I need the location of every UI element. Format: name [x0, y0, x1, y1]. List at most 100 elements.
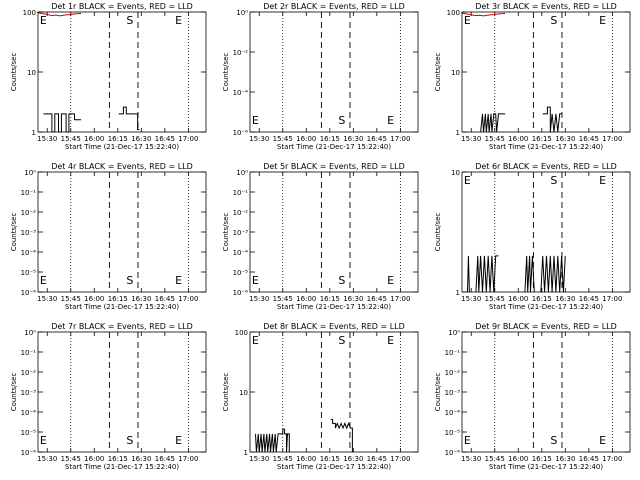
- marker-s: S: [126, 274, 133, 287]
- y-tick-label: 10⁻³: [21, 229, 37, 237]
- x-tick-label: 16:45: [155, 455, 175, 463]
- y-tick-label: 10⁻¹: [21, 349, 37, 357]
- marker-s: S: [126, 434, 133, 447]
- panel-title: Det 5r BLACK = Events, RED = LLD: [263, 162, 405, 171]
- x-tick-label: 17:00: [178, 455, 198, 463]
- marker-e: E: [387, 114, 394, 127]
- y-tick-label: 10⁰: [24, 169, 36, 177]
- panel-2: Det 2r BLACK = Events, RED = LLD 15:30 15:…: [222, 2, 419, 151]
- x-tick-label: 15:30: [249, 135, 269, 143]
- plot-frame: [249, 11, 419, 133]
- y-tick-label: 10⁻⁶: [233, 129, 249, 137]
- y-tick-label: 10⁻⁴: [21, 409, 37, 417]
- panel-4: Det 4r BLACK = Events, RED = LLD 15:30 15:…: [10, 162, 207, 311]
- x-tick-label: 15:30: [249, 295, 269, 303]
- marker-s: S: [338, 274, 345, 287]
- y-tick-label: 10⁻⁴: [233, 249, 249, 257]
- marker-s: S: [550, 434, 557, 447]
- x-tick-label: 17:00: [390, 135, 410, 143]
- x-tick-label: 16:45: [155, 135, 175, 143]
- y-tick-label: 10⁰: [24, 329, 36, 337]
- lld-series: [460, 12, 506, 17]
- y-tick-label: 10⁻³: [21, 389, 37, 397]
- x-axis-label: Start Time (21-Dec-17 15:22:40): [489, 303, 603, 311]
- panel-title: Det 1r BLACK = Events, RED = LLD: [51, 2, 193, 11]
- y-tick-label: 10⁻⁴: [21, 249, 37, 257]
- marker-e: E: [387, 274, 394, 287]
- y-axis-label: Counts/sec: [10, 373, 18, 412]
- marker-e: E: [252, 274, 259, 287]
- x-tick-label: 17:00: [602, 455, 622, 463]
- x-tick-label: 17:00: [390, 295, 410, 303]
- x-tick-label: 16:15: [320, 135, 340, 143]
- x-axis-label: Start Time (21-Dec-17 15:22:40): [489, 463, 603, 471]
- x-tick-label: 16:00: [296, 135, 316, 143]
- x-tick-label: 16:00: [508, 455, 528, 463]
- x-tick-label: 15:30: [461, 455, 481, 463]
- x-tick-label: 16:00: [296, 455, 316, 463]
- x-tick-label: 16:15: [320, 455, 340, 463]
- y-axis-label: Counts/sec: [10, 53, 18, 92]
- plot-frame: [461, 171, 631, 293]
- panel-9: Det 9r BLACK = Events, RED = LLD 15:30 15:…: [434, 322, 631, 471]
- x-tick-label: 16:30: [343, 295, 363, 303]
- x-axis-label: Start Time (21-Dec-17 15:22:40): [277, 303, 391, 311]
- y-tick-label: 10⁰: [448, 329, 460, 337]
- events-series: [542, 106, 562, 133]
- y-axis-label: Counts/sec: [222, 53, 230, 92]
- marker-e: E: [464, 14, 471, 27]
- x-tick-label: 15:30: [461, 135, 481, 143]
- x-axis-label: Start Time (21-Dec-17 15:22:40): [489, 143, 603, 151]
- y-tick-label: 10: [27, 69, 36, 77]
- x-tick-label: 16:30: [343, 455, 363, 463]
- y-tick-label: 10⁻¹: [445, 349, 461, 357]
- marker-s: S: [550, 14, 557, 27]
- marker-e: E: [599, 14, 606, 27]
- x-tick-label: 16:45: [579, 295, 599, 303]
- x-tick-label: 16:15: [320, 295, 340, 303]
- y-tick-label: 10⁻⁶: [233, 289, 249, 297]
- marker-e: E: [599, 434, 606, 447]
- y-axis-label: Counts/sec: [10, 213, 18, 252]
- panel-3: Det 3r BLACK = Events, RED = LLD 15:30 15:…: [434, 2, 631, 151]
- x-tick-label: 15:45: [273, 295, 293, 303]
- x-tick-label: 16:00: [296, 295, 316, 303]
- x-axis-label: Start Time (21-Dec-17 15:22:40): [65, 303, 179, 311]
- x-tick-label: 16:45: [367, 295, 387, 303]
- x-tick-label: 16:00: [508, 135, 528, 143]
- events-series: [524, 255, 535, 293]
- y-tick-label: 10⁻⁶: [445, 449, 461, 457]
- x-tick-label: 16:15: [108, 135, 128, 143]
- x-tick-label: 16:45: [155, 295, 175, 303]
- x-tick-label: 15:45: [273, 135, 293, 143]
- marker-e: E: [175, 274, 182, 287]
- y-tick-label: 10⁻²: [233, 49, 249, 57]
- x-tick-label: 16:30: [131, 295, 151, 303]
- y-tick-label: 10⁻²: [445, 369, 461, 377]
- x-tick-label: 16:45: [367, 455, 387, 463]
- panel-title: Det 7r BLACK = Events, RED = LLD: [51, 322, 193, 331]
- y-tick-label: 10⁻⁵: [233, 269, 249, 277]
- x-tick-label: 15:30: [461, 295, 481, 303]
- panel-6: Det 6r BLACK = Events, RED = LLD 15:30 15:…: [434, 162, 631, 311]
- x-tick-label: 17:00: [390, 455, 410, 463]
- panel-title: Det 2r BLACK = Events, RED = LLD: [263, 2, 405, 11]
- x-tick-label: 16:30: [555, 455, 575, 463]
- x-tick-label: 16:30: [343, 135, 363, 143]
- y-tick-label: 10: [451, 69, 460, 77]
- x-axis-label: Start Time (21-Dec-17 15:22:40): [65, 463, 179, 471]
- marker-e: E: [175, 434, 182, 447]
- x-tick-label: 15:45: [485, 455, 505, 463]
- y-tick-label: 10: [239, 389, 248, 397]
- y-tick-label: 10⁰: [236, 9, 248, 17]
- panel-5: Det 5r BLACK = Events, RED = LLD 15:30 15:…: [222, 162, 419, 311]
- x-tick-label: 15:30: [37, 135, 57, 143]
- y-axis-label: Counts/sec: [434, 53, 442, 92]
- y-tick-label: 10⁻³: [233, 229, 249, 237]
- marker-e: E: [40, 14, 47, 27]
- x-tick-label: 16:15: [108, 295, 128, 303]
- y-tick-label: 10⁻²: [21, 209, 37, 217]
- x-tick-label: 16:30: [131, 135, 151, 143]
- y-tick-label: 10⁻²: [21, 369, 37, 377]
- marker-e: E: [175, 14, 182, 27]
